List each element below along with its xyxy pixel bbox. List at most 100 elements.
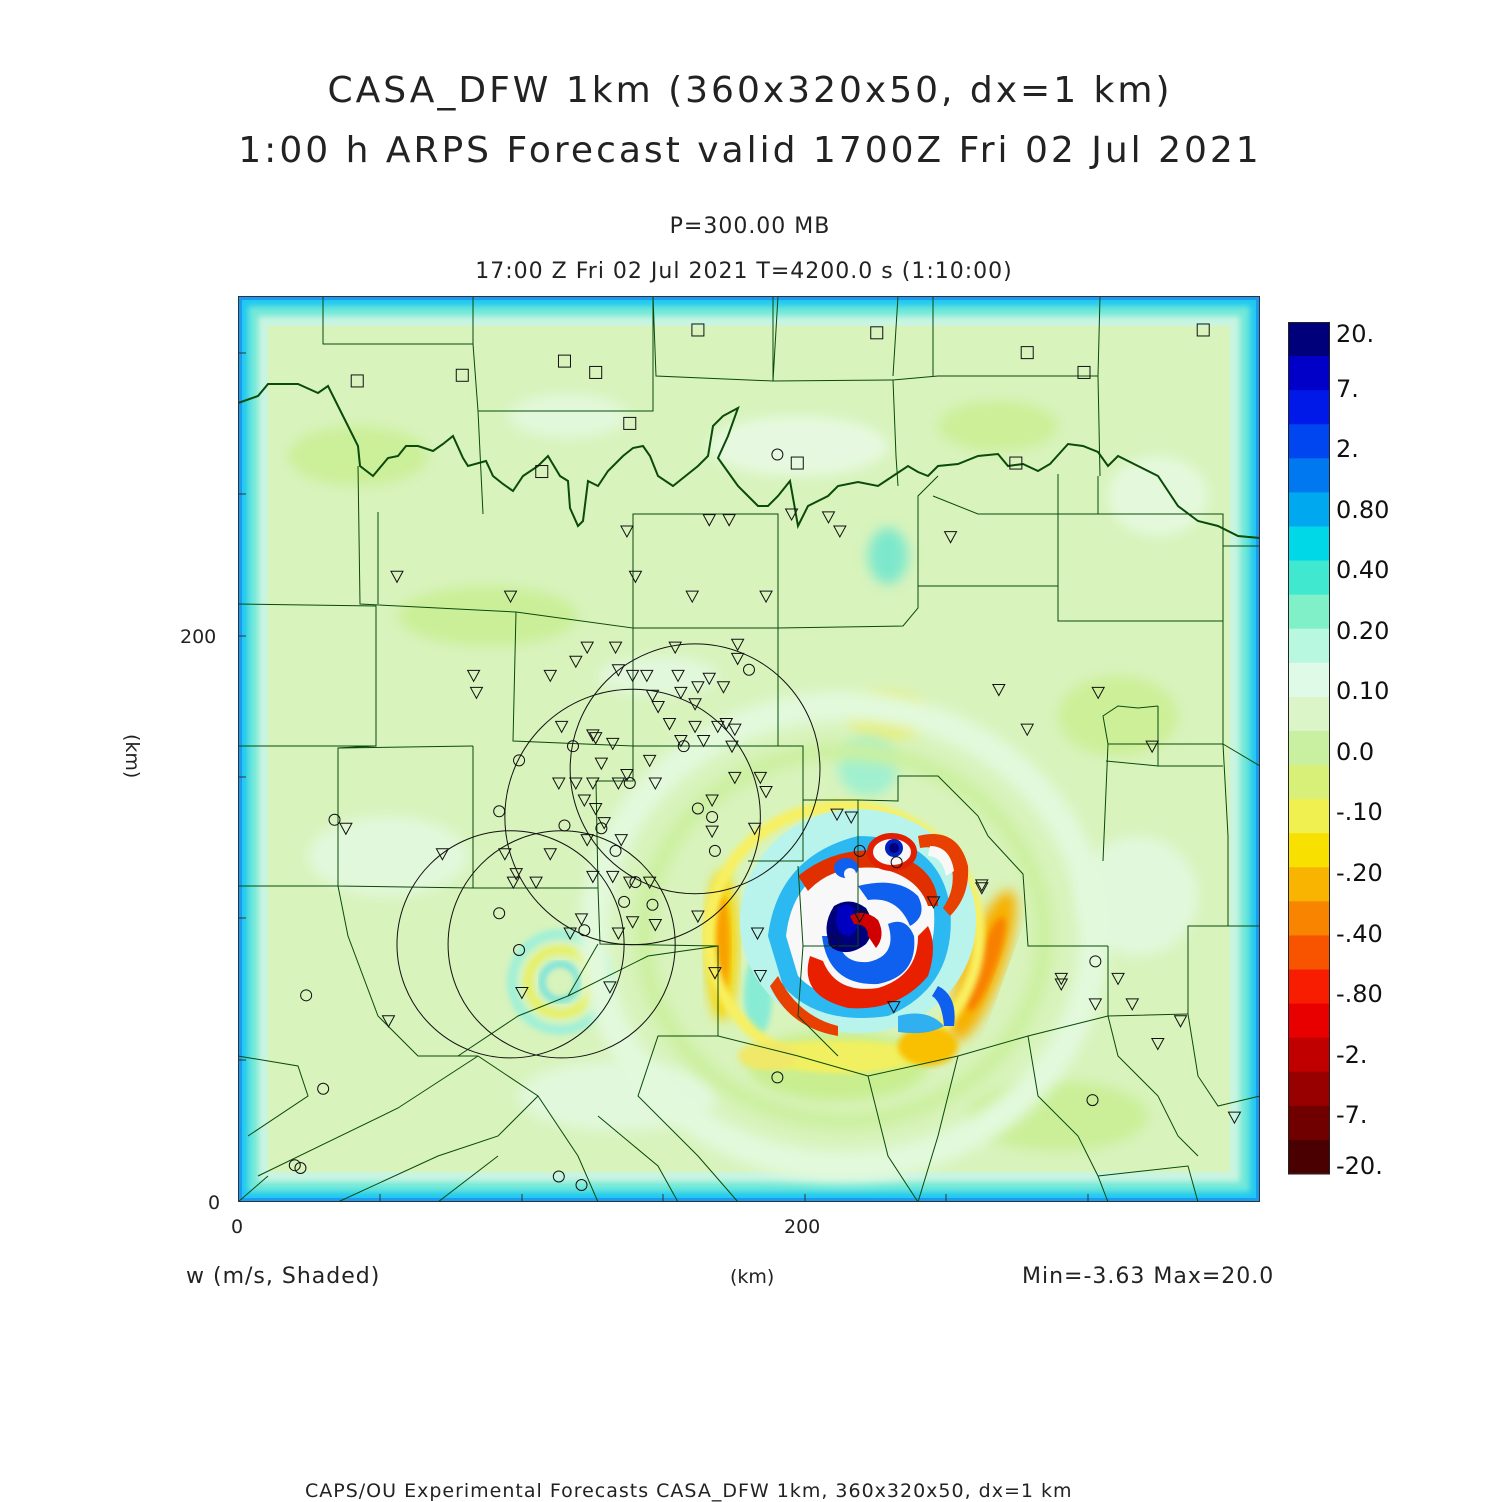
pressure-level: P=300.00 MB	[669, 214, 831, 239]
station-triangle-marker	[1111, 972, 1125, 986]
credit-line: CAPS/OU Experimental Forecasts CASA_DFW …	[305, 1480, 1073, 1502]
station-triangle-marker	[702, 672, 717, 686]
map-plot-area	[238, 296, 1260, 1202]
colorbar-swatch	[1288, 390, 1330, 425]
station-triangle-marker	[469, 686, 484, 700]
station-circle-marker	[288, 1159, 301, 1172]
station-triangle-marker	[710, 720, 725, 734]
station-triangle-marker	[727, 771, 742, 785]
station-triangle-marker	[506, 876, 521, 890]
station-markers	[288, 323, 1242, 1192]
station-triangle-marker	[651, 701, 665, 714]
station-triangle-marker	[991, 684, 1006, 697]
station-triangle-marker	[688, 720, 702, 734]
station-triangle-marker	[730, 652, 745, 666]
station-triangle-marker	[688, 698, 702, 711]
station-triangle-marker	[662, 718, 677, 731]
station-triangle-marker	[611, 777, 626, 791]
station-triangle-marker	[727, 723, 742, 737]
radar-rings	[396, 643, 821, 1059]
station-triangle-marker	[1054, 978, 1069, 992]
station-triangle-marker	[620, 525, 634, 539]
station-triangle-marker	[622, 876, 637, 890]
station-triangle-marker	[614, 834, 629, 847]
station-triangle-marker	[691, 681, 705, 694]
station-circle-marker	[646, 898, 659, 911]
station-square-marker	[557, 354, 571, 368]
station-triangle-marker	[821, 511, 836, 524]
colorbar-swatch	[1288, 730, 1330, 766]
station-triangle-marker	[586, 777, 600, 791]
station-circle-marker	[629, 876, 642, 889]
station-triangle-marker	[603, 981, 617, 994]
station-square-marker	[870, 326, 884, 340]
station-triangle-marker	[705, 825, 719, 839]
station-circle-marker	[493, 805, 506, 818]
station-square-marker	[623, 416, 637, 430]
colorbar-label: 0.20	[1336, 616, 1390, 645]
min-max-readout: Min=-3.63 Max=20.0	[1022, 1264, 1275, 1289]
station-circle-marker	[743, 663, 755, 676]
station-circle-marker	[1089, 955, 1102, 968]
station-square-marker	[1077, 365, 1091, 379]
colorbar-swatch	[1288, 628, 1330, 664]
colorbar-swatch	[1288, 322, 1330, 357]
station-triangle-marker	[551, 777, 566, 791]
station-triangle-marker	[708, 967, 722, 980]
station-circle-marker	[708, 844, 721, 857]
y-tick-200: 200	[180, 626, 217, 648]
station-square-marker	[1020, 346, 1034, 360]
station-triangle-marker	[674, 686, 688, 700]
x-tick-0: 0	[231, 1216, 244, 1238]
colorbar-swatch	[1288, 1003, 1330, 1039]
station-circle-marker	[317, 1082, 330, 1095]
station-circle-marker	[558, 819, 571, 832]
station-circle-marker	[623, 776, 636, 789]
station-circle-marker	[294, 1162, 307, 1175]
station-triangle-marker	[759, 785, 773, 799]
station-triangle-marker	[926, 896, 941, 909]
colorbar-swatch	[1288, 867, 1330, 902]
radar-range-ring	[569, 643, 821, 895]
station-circle-marker	[566, 740, 579, 753]
station-triangle-marker	[503, 590, 518, 604]
station-circle-marker	[513, 754, 526, 767]
station-triangle-marker	[435, 848, 450, 861]
x-axis-label: (km)	[730, 1266, 775, 1288]
station-triangle-marker	[753, 970, 768, 983]
station-circle-marker	[328, 813, 341, 826]
station-circle-marker	[609, 844, 622, 857]
colorbar-swatch	[1288, 969, 1330, 1005]
valid-time: 17:00 Z Fri 02 Jul 2021 T=4200.0 s (1:10…	[475, 259, 1013, 284]
station-triangle-marker	[642, 754, 657, 768]
colorbar	[1288, 322, 1330, 1175]
station-triangle-marker	[639, 669, 654, 683]
station-square-marker	[790, 456, 804, 470]
field-label: w (m/s, Shaded)	[186, 1264, 381, 1289]
station-triangle-marker	[974, 882, 989, 895]
station-triangle-marker	[563, 927, 577, 941]
station-triangle-marker	[611, 927, 626, 941]
station-triangle-marker	[577, 794, 592, 808]
colorbar-label: -.20	[1336, 858, 1383, 887]
station-triangle-marker	[1020, 723, 1035, 737]
station-triangle-marker	[390, 570, 404, 584]
station-circle-marker	[618, 895, 631, 908]
station-triangle-marker	[628, 570, 643, 584]
station-triangle-marker	[691, 910, 705, 924]
station-triangle-marker	[974, 879, 989, 892]
station-square-marker	[455, 368, 469, 382]
colorbar-label: 20.	[1336, 320, 1375, 348]
station-triangle-marker	[574, 913, 589, 926]
station-triangle-marker	[543, 848, 558, 861]
station-triangle-marker	[543, 669, 558, 683]
station-circle-marker	[771, 448, 784, 461]
colorbar-label: -2.	[1336, 1040, 1368, 1069]
colorbar-swatch	[1288, 833, 1330, 868]
station-triangle-marker	[588, 732, 603, 745]
station-circle-marker	[691, 802, 704, 815]
station-triangle-marker	[568, 655, 583, 669]
station-triangle-marker	[580, 641, 595, 655]
station-circle-marker	[677, 740, 690, 753]
